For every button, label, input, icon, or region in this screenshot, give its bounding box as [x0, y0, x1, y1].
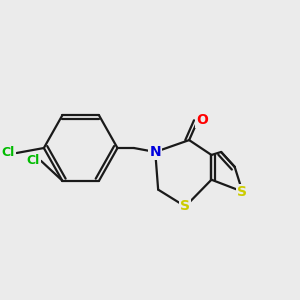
Text: O: O: [196, 113, 208, 127]
Text: Cl: Cl: [2, 146, 15, 160]
Text: N: N: [149, 145, 161, 159]
Text: S: S: [180, 200, 190, 214]
Text: S: S: [237, 184, 248, 199]
Text: Cl: Cl: [27, 154, 40, 167]
